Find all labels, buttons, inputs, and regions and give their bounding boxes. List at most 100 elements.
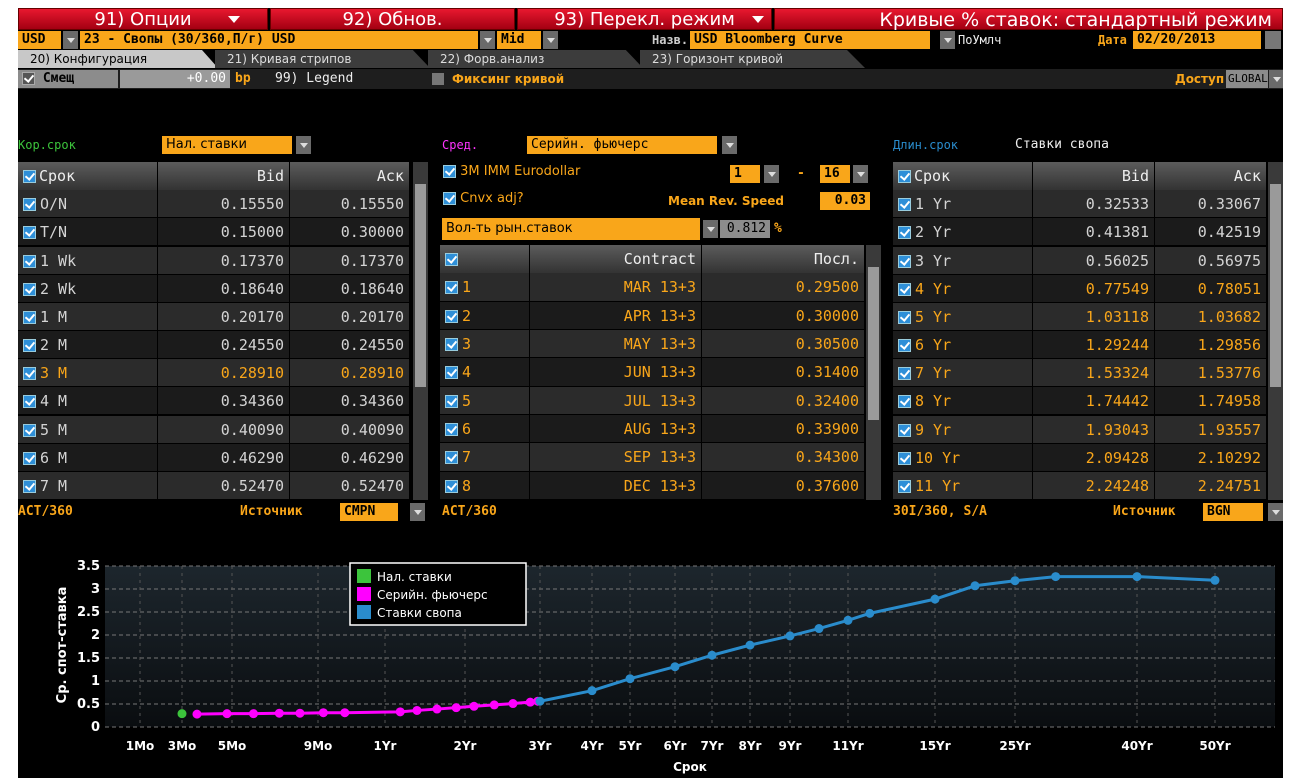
scroll-thumb[interactable] (1270, 184, 1281, 387)
checkbox[interactable] (898, 339, 911, 352)
shift-unit: bp (235, 71, 251, 86)
checkbox[interactable] (22, 72, 35, 85)
from-field[interactable]: 1 (730, 165, 760, 183)
shift-box[interactable]: Смещ (18, 70, 118, 88)
checkbox[interactable] (23, 395, 36, 409)
tab[interactable]: 21) Кривая стрипов (215, 50, 430, 68)
checkbox[interactable] (898, 395, 911, 409)
checkbox[interactable] (23, 423, 36, 437)
long-source-field[interactable]: BGN (1203, 503, 1263, 521)
x-tick-label: 6Yr (664, 739, 687, 753)
table-cell: 0.18640 (158, 274, 290, 303)
dropdown[interactable] (543, 31, 558, 49)
dropdown[interactable] (722, 136, 737, 154)
cell-text: DEC 13+3 (623, 476, 696, 495)
checkbox[interactable] (443, 165, 456, 178)
cell-text: 0.37600 (795, 476, 859, 495)
dropdown[interactable] (1269, 70, 1283, 88)
checkbox[interactable] (898, 479, 911, 493)
dropdown[interactable] (296, 136, 311, 154)
dropdown[interactable] (410, 503, 425, 521)
checkbox[interactable] (445, 451, 458, 465)
checkbox[interactable] (432, 73, 444, 85)
currency-field[interactable]: USD (18, 31, 61, 49)
cell-text: 2.24248 (1085, 476, 1149, 495)
data-point (814, 624, 824, 634)
short-source-field[interactable]: CMPN (340, 503, 398, 521)
checkbox[interactable] (23, 282, 36, 296)
date-label: Дата (1098, 33, 1127, 47)
checkbox[interactable] (23, 367, 36, 381)
checkbox[interactable] (898, 170, 911, 183)
checkbox[interactable] (445, 394, 458, 408)
data-point (177, 709, 187, 719)
dropdown[interactable] (853, 165, 868, 183)
checkbox[interactable] (445, 281, 458, 295)
checkbox[interactable] (445, 253, 458, 266)
options-button[interactable]: 91) Опции (18, 8, 268, 30)
mid-type-field[interactable]: Серийн. фьючерс (527, 136, 717, 154)
scroll-thumb[interactable] (415, 184, 426, 387)
side-field[interactable]: Mid (497, 31, 541, 49)
checkbox[interactable] (443, 192, 456, 205)
access-field[interactable]: GLOBAL (1226, 70, 1268, 88)
dropdown[interactable] (940, 31, 955, 49)
name-field[interactable]: USD Bloomberg Curve (690, 31, 930, 49)
table-cell: 1.93043 (1033, 415, 1155, 444)
dropdown[interactable] (1268, 503, 1283, 521)
checkbox[interactable] (23, 254, 36, 268)
cell-text: 1 M (40, 307, 68, 326)
checkbox[interactable] (445, 366, 458, 380)
to-field[interactable]: 16 (820, 165, 850, 183)
dropdown[interactable] (480, 31, 495, 49)
legend-swatch (357, 587, 371, 601)
checkbox[interactable] (898, 310, 911, 324)
mode-button[interactable]: 93) Перекл. режим (517, 8, 772, 30)
table-cell: 1.74442 (1033, 387, 1155, 416)
checkbox[interactable] (23, 170, 36, 183)
x-tick-label: 11Yr (832, 739, 863, 753)
legend-toggle[interactable]: 99) Legend (275, 71, 354, 86)
vol-value[interactable]: 0.812 (720, 220, 770, 238)
data-point (489, 700, 499, 710)
checkbox[interactable] (898, 367, 911, 381)
mrs-field[interactable]: 0.03 (820, 192, 870, 210)
checkbox[interactable] (898, 423, 911, 437)
vol-field[interactable]: Вол-ть рын.ставок (442, 218, 700, 240)
checkbox[interactable] (23, 451, 36, 465)
checkbox[interactable] (23, 198, 36, 212)
tab[interactable]: 22) Форв.анализ (428, 50, 643, 68)
checkbox[interactable] (23, 479, 36, 493)
table-cell: 0.32400 (702, 386, 865, 415)
dropdown[interactable] (764, 165, 779, 183)
tab[interactable]: 20) Конфигурация (18, 50, 218, 68)
checkbox[interactable] (23, 310, 36, 324)
tab[interactable]: 23) Горизонт кривой (640, 50, 865, 68)
shift-field[interactable]: +0.00 (120, 70, 230, 88)
column-label: Bid (256, 167, 284, 185)
dropdown[interactable] (63, 31, 78, 49)
checkbox[interactable] (898, 451, 911, 465)
date-field[interactable]: 02/20/2013 (1133, 31, 1261, 49)
table-cell: T/N (18, 218, 158, 247)
checkbox[interactable] (898, 226, 911, 240)
checkbox[interactable] (445, 423, 458, 436)
checkbox[interactable] (23, 339, 36, 352)
scroll-thumb[interactable] (868, 267, 879, 420)
checkbox[interactable] (898, 282, 911, 296)
checkbox[interactable] (898, 198, 911, 212)
dropdown[interactable] (703, 220, 718, 238)
calendar-button[interactable] (1265, 31, 1281, 49)
checkbox[interactable] (898, 254, 911, 268)
data-point (1051, 572, 1061, 582)
checkbox[interactable] (445, 338, 458, 351)
table-cell: 0.17370 (158, 246, 290, 275)
refresh-button[interactable]: 92) Обнов. (270, 8, 515, 30)
checkbox[interactable] (445, 479, 458, 493)
table-cell: SEP 13+3 (530, 443, 702, 472)
curve-field[interactable]: 23 - Свопы (30/360,П/г) USD (80, 31, 478, 49)
checkbox[interactable] (445, 309, 458, 323)
short-type-field[interactable]: Нал. ставки (162, 136, 292, 154)
checkbox[interactable] (23, 226, 36, 240)
